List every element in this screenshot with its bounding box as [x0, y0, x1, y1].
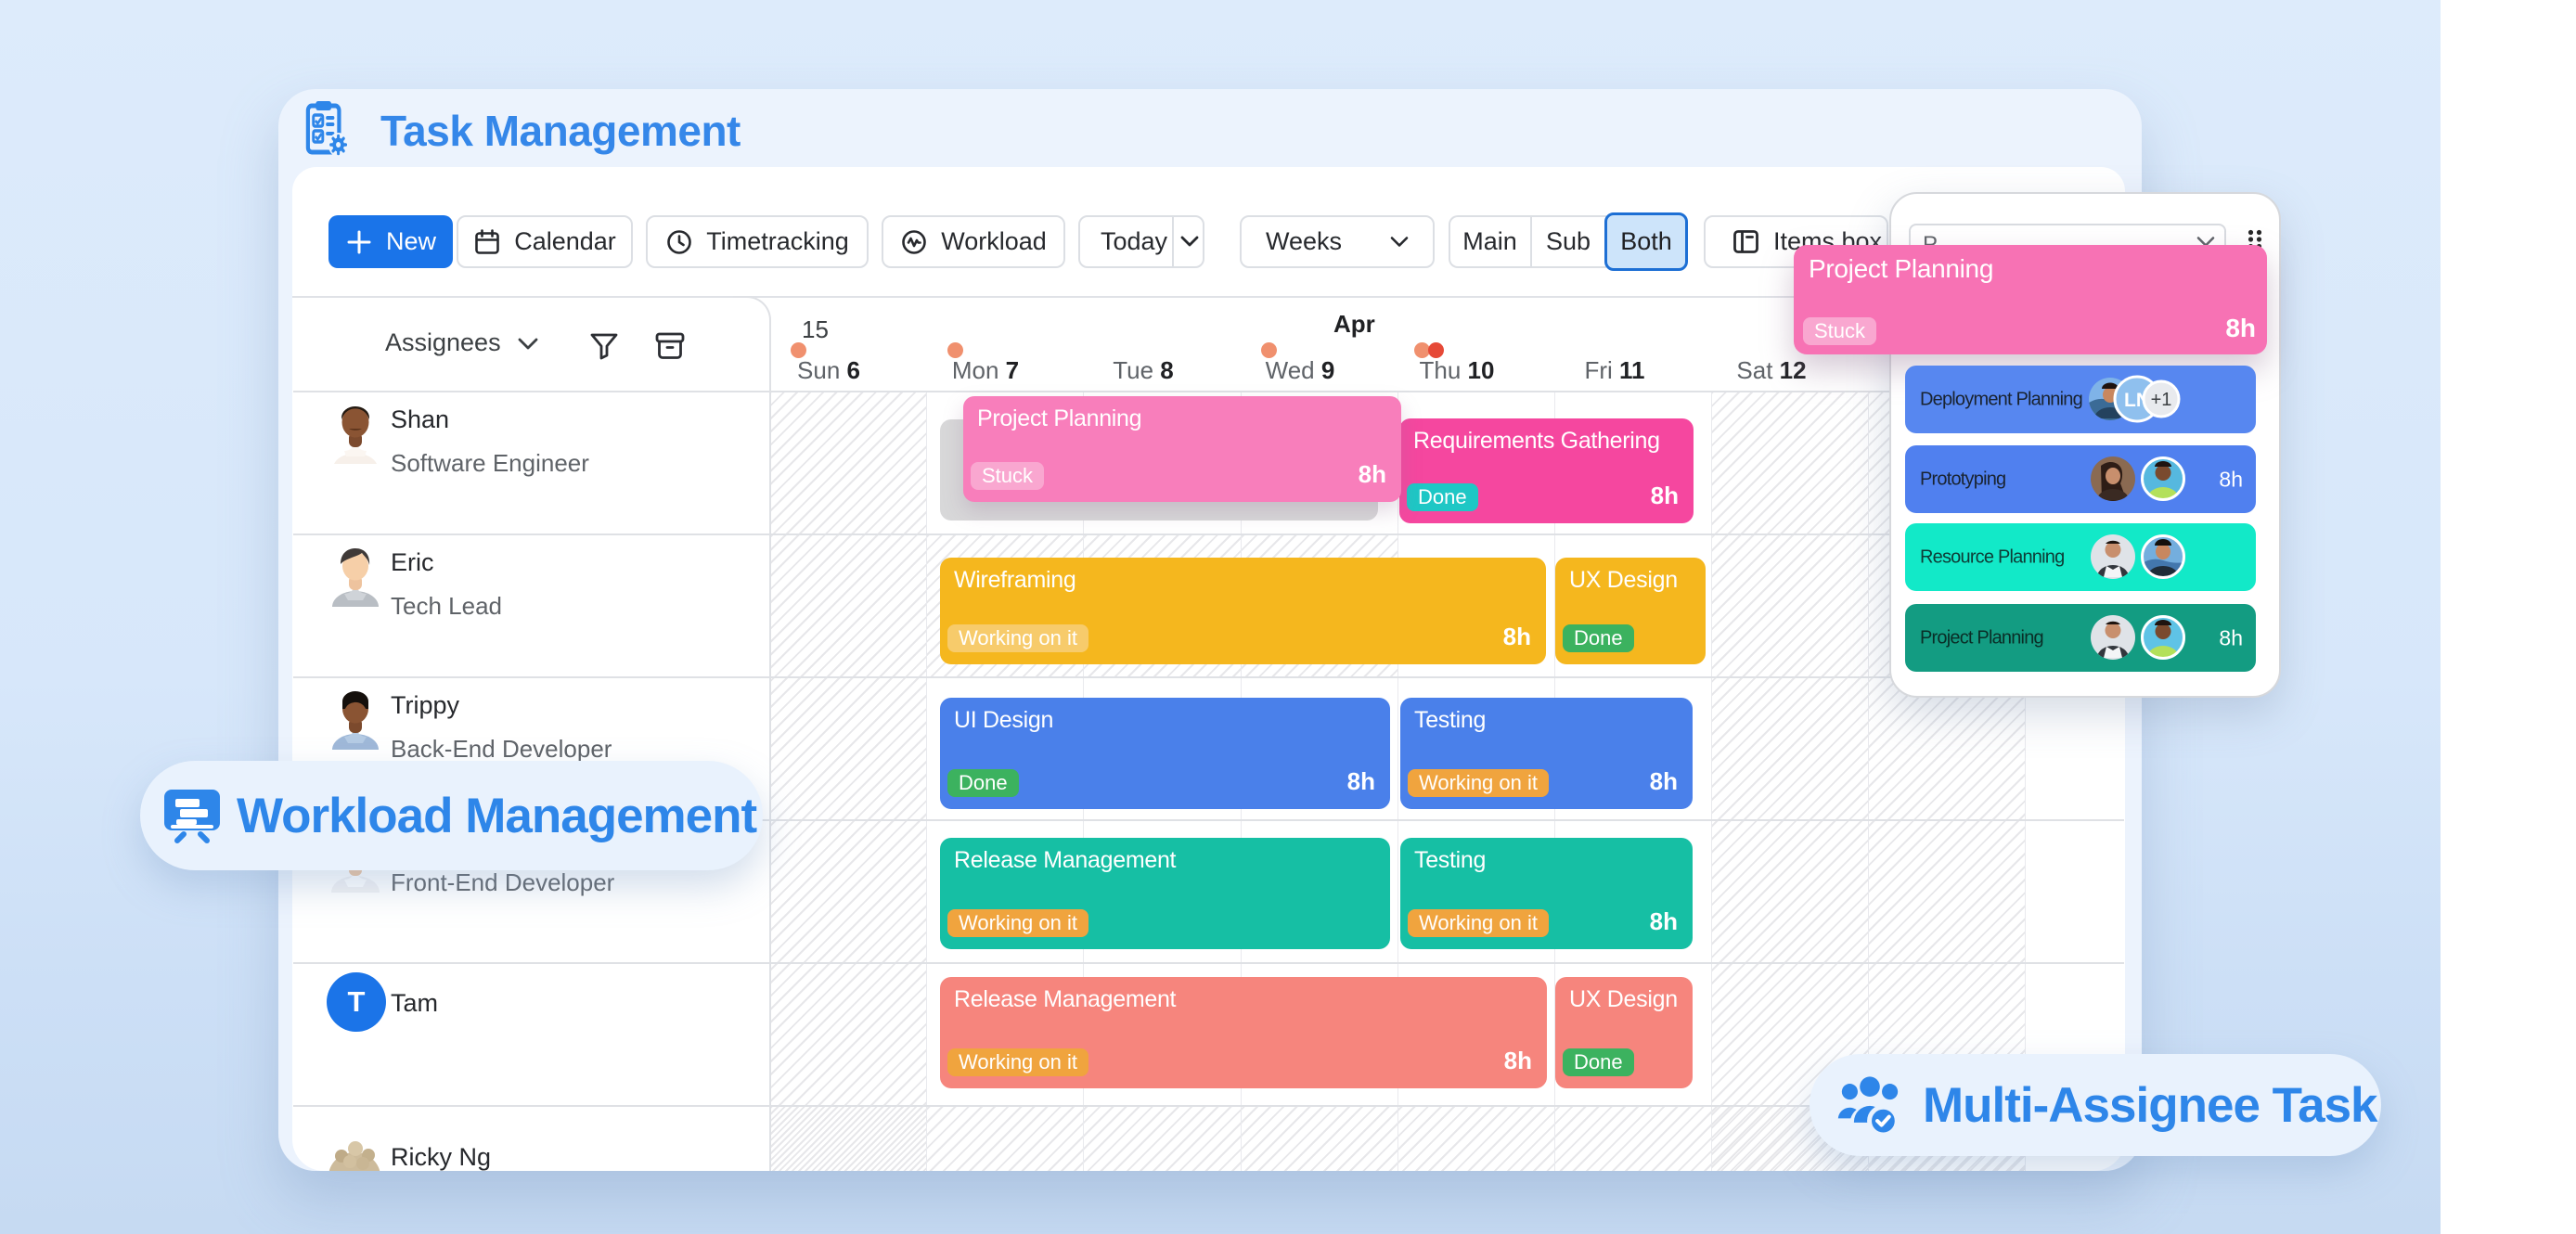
svg-text:+1: +1	[2151, 390, 2172, 410]
